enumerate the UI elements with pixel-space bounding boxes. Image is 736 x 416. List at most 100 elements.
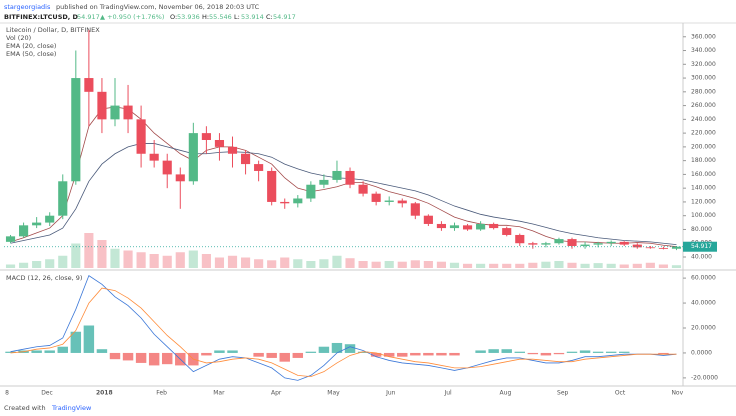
macd-histogram-bar (410, 352, 421, 356)
candle-body (19, 225, 29, 237)
volume-bar (489, 263, 499, 268)
volume-bar (71, 243, 81, 268)
change: ▲ +0.950 (+1.76%) (100, 13, 164, 21)
candle-body (462, 225, 473, 230)
ohlc-value: 53.914 (241, 13, 264, 21)
volume-bar (345, 258, 355, 268)
macd-histogram-bar (436, 352, 447, 356)
candle-body (489, 223, 499, 229)
ema-line (10, 106, 677, 248)
macd-histogram-bar (161, 352, 173, 365)
ohlc-key: H: (202, 13, 209, 21)
volume-bar (593, 263, 603, 268)
volume-bar (123, 250, 133, 268)
y-tick-label: 260.000 (691, 102, 716, 109)
candle-body (280, 201, 290, 204)
y-tick-label: 120.000 (691, 198, 716, 205)
candle-body (149, 153, 159, 161)
x-tick-label: Jun (385, 390, 396, 397)
macd-histogram-bar (57, 346, 68, 353)
candle-body (410, 203, 420, 216)
legend-ema50: EMA (50, close) (6, 50, 56, 58)
volume-bar (528, 262, 538, 268)
macd-histogram-bar (148, 352, 160, 366)
x-tick-label: Apr (271, 390, 282, 397)
candle-body (71, 78, 81, 182)
volume-bar (410, 260, 420, 268)
legend-ema20: EMA (20, close) (6, 42, 56, 50)
volume-bar (567, 262, 577, 268)
candle-body (593, 243, 603, 245)
x-tick-label: Aug (500, 390, 512, 397)
candle-body (384, 200, 394, 202)
volume-bar (476, 263, 486, 268)
price: 54.917 (77, 13, 100, 21)
volume-bar (84, 233, 94, 268)
macd-histogram-bar (70, 331, 82, 353)
macd-histogram-bar (488, 349, 499, 353)
volume-bar (632, 263, 642, 268)
footer-brand[interactable]: TradingView (51, 404, 92, 412)
candle-body (554, 239, 564, 244)
macd-histogram-bar (658, 352, 669, 355)
y-tick-label: 80.000 (691, 226, 712, 233)
macd-histogram-bar (605, 351, 617, 353)
macd-histogram-bar (423, 352, 434, 356)
macd-histogram-bar (266, 352, 277, 358)
volume-bar (58, 255, 68, 268)
x-tick-label: Sep (557, 390, 569, 397)
y-tick-label: 60.0000 (691, 275, 716, 282)
macd-title: MACD (12, 26, close, 9) (6, 274, 82, 282)
macd-histogram-bar (201, 352, 212, 356)
macd-histogram-bar (305, 351, 317, 353)
macd-histogram-bar (357, 351, 369, 353)
x-tick-label: Mar (213, 390, 225, 397)
macd-histogram-bar (5, 351, 16, 353)
candle-body (449, 225, 460, 229)
macd-histogram-bar (553, 352, 565, 355)
candle-body (319, 179, 329, 185)
candle-body (110, 105, 120, 120)
volume-bar (332, 255, 342, 268)
volume-bar (449, 262, 460, 268)
x-tick-label: 8 (5, 390, 9, 397)
candle-body (5, 236, 16, 242)
candle-body (515, 234, 525, 244)
signal-line (10, 287, 677, 378)
volume-bar (306, 261, 316, 268)
volume-bar (45, 259, 55, 268)
volume-bar (175, 252, 185, 268)
candle-body (97, 91, 107, 120)
candle-body (267, 170, 277, 202)
macd-histogram-bar (109, 352, 121, 360)
candle-body (502, 228, 512, 235)
candle-body (214, 139, 225, 147)
volume-bar (358, 261, 368, 268)
candle-body (32, 222, 42, 226)
macd-histogram-bar (292, 352, 304, 358)
volume-bar (188, 250, 198, 268)
volume-bar (436, 261, 447, 268)
candle-body (358, 184, 368, 194)
x-tick-label: Feb (156, 390, 167, 397)
macd-histogram-bar (318, 346, 330, 353)
x-tick-label: Nov (671, 390, 683, 397)
author[interactable]: stargeorgiadis (4, 3, 51, 11)
volume-bar (502, 263, 512, 268)
x-tick-label: Oct (615, 390, 626, 397)
macd-histogram-bar (383, 352, 395, 357)
volume-bar (319, 259, 329, 268)
volume-bar (19, 262, 29, 268)
ohlc-key: C: (266, 13, 273, 21)
volume-bar (384, 261, 394, 268)
candle-body (606, 241, 616, 244)
candle-body (332, 170, 342, 180)
y-tick-label: 20.0000 (691, 324, 716, 331)
x-tick-label: Jul (443, 390, 452, 397)
volume-bar (136, 252, 146, 268)
candle-body (306, 184, 316, 199)
chart-title: Litecoin / Dollar, D, BITFINEX (6, 26, 100, 34)
volume-bar (214, 257, 225, 268)
y-tick-label: 40.0000 (691, 300, 716, 307)
